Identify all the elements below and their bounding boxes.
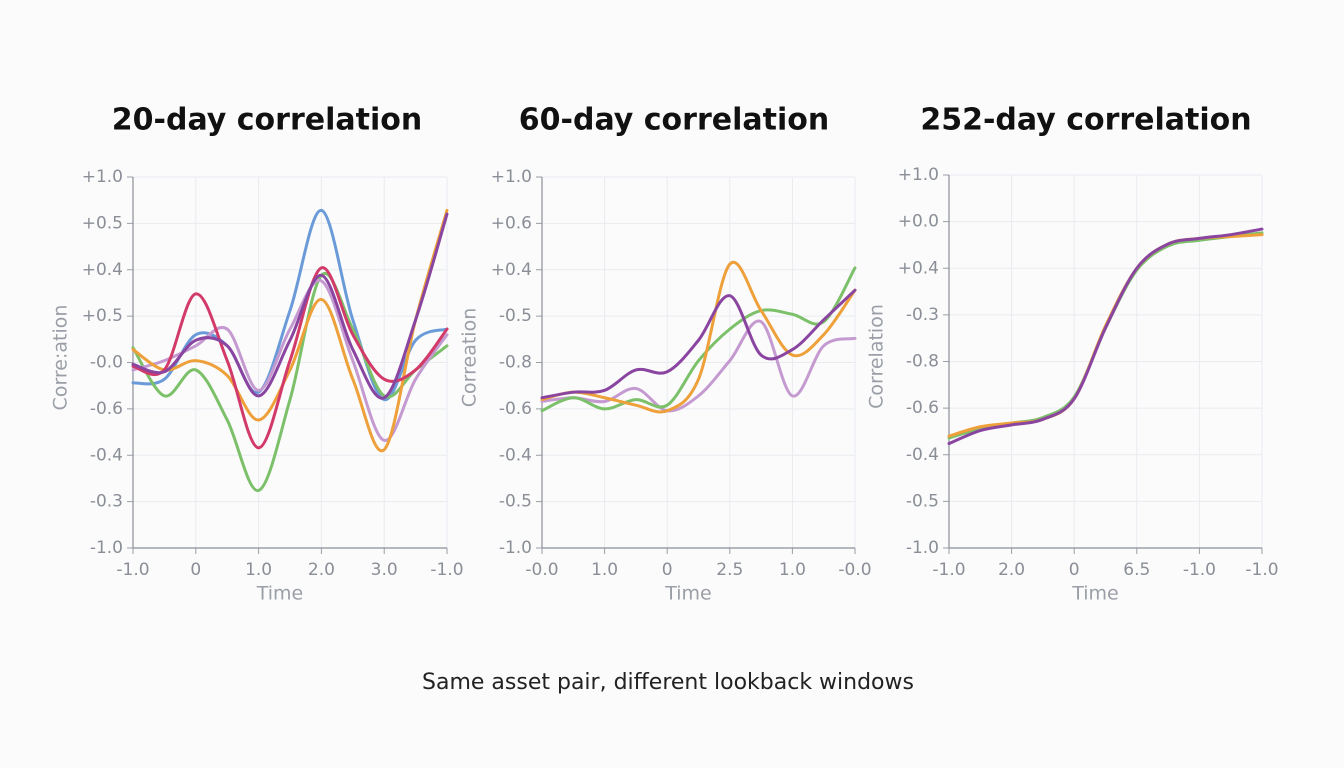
x-tick-label: 3.0 [371,560,398,580]
x-tick-label: -1.0 [932,560,965,580]
x-tick-label: 0 [190,560,201,580]
x-tick-label: 1.0 [591,560,618,580]
y-tick-label: -0.6 [90,399,123,419]
x-axis-label: Time [1071,583,1119,605]
x-tick-label: 2.5 [716,560,743,580]
series-line [947,227,1264,446]
y-tick-label: -0.0 [90,353,123,373]
chart-title: 60-day correlation [519,103,829,138]
x-tick-label: -0.0 [838,560,871,580]
x-tick-label: -1.0 [1245,560,1278,580]
series-line [540,288,857,400]
y-axis-label: Correlation [866,304,888,409]
y-tick-label: -0.8 [499,353,532,373]
y-tick-label: -0.3 [90,492,123,512]
caption: Same asset pair, different lookback wind… [422,670,914,695]
y-tick-label: +1.0 [82,167,123,187]
y-tick-label: -1.0 [90,538,123,558]
x-tick-label: 1.0 [245,560,272,580]
y-tick-label: -0.6 [499,399,532,419]
y-tick-label: +0.4 [898,258,939,278]
series-line [540,260,857,414]
chart: 20-day correlation -1.0 -0.3 -0.4 -0.6 -0.0 +0… [50,103,464,605]
series-line [947,231,1264,440]
chart-title: 20-day correlation [112,103,422,138]
chart-title: 252-day correlation [920,103,1251,138]
y-tick-label: -1.0 [906,538,939,558]
x-axis-label: Time [256,583,304,605]
x-tick-label: 2.0 [308,560,335,580]
y-tick-label: +0.6 [491,213,532,233]
y-tick-label: -0.4 [90,445,123,465]
y-tick-label: +0.5 [82,306,123,326]
x-tick-label: -0.0 [525,560,558,580]
y-tick-label: +0.4 [491,260,532,280]
x-axis-label: Time [664,583,712,605]
y-tick-label: -0.3 [906,305,939,325]
y-tick-label: +0.4 [82,260,123,280]
x-tick-label: 0 [1069,560,1080,580]
y-tick-label: +0.0 [898,212,939,232]
series-line [131,208,449,453]
y-axis-label: Corre:ation [50,305,72,411]
chart: 60-day correlation -1.0 -0.5 -0.4 -0.6 -0.8 -0… [459,103,872,605]
y-tick-label: -0.5 [906,491,939,511]
series-line [947,233,1264,438]
y-tick-label: -0.6 [906,398,939,418]
y-tick-label: -0.5 [499,306,532,326]
y-tick-label: -0.5 [499,492,532,512]
series-line [131,212,449,400]
x-tick-label: 1.0 [779,560,806,580]
y-tick-label: +1.0 [491,167,532,187]
y-tick-label: -0.8 [906,352,939,372]
x-tick-label: 6.5 [1123,560,1150,580]
y-tick-label: -0.4 [499,445,532,465]
x-tick-label: -1.0 [430,560,463,580]
y-axis-label: Correation [459,308,481,408]
x-tick-label: -1.0 [1183,560,1216,580]
x-tick-label: 0 [662,560,673,580]
x-tick-label: 2.0 [998,560,1025,580]
y-tick-label: +1.0 [898,165,939,185]
series-line [131,266,449,450]
series-line [540,319,857,413]
y-tick-label: +0.5 [82,213,123,233]
chart: 252-day correlation -1.0 -0.5 -0.4 -0.6 -0.8 -… [866,103,1279,605]
y-tick-label: -1.0 [499,538,532,558]
x-tick-label: -1.0 [116,560,149,580]
series-line [540,266,857,413]
y-tick-label: -0.4 [906,445,939,465]
